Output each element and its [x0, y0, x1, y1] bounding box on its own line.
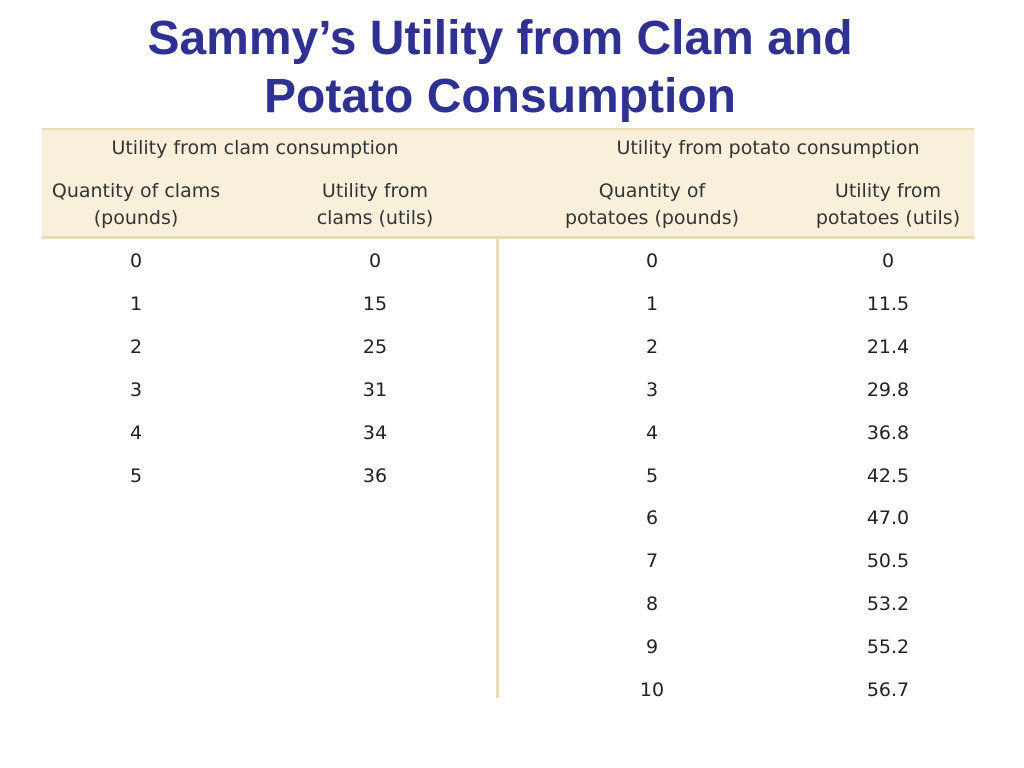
cell: 55.2	[866, 636, 910, 659]
cell: 3	[129, 378, 143, 401]
cell: 5	[129, 464, 143, 487]
cell: 5	[645, 464, 659, 487]
cell: 31	[362, 378, 388, 401]
title-line: Sammy’s Utility from Clam and	[147, 12, 853, 65]
cell: 0	[645, 250, 659, 272]
cell: 56.7	[866, 679, 910, 701]
column-header: (pounds)	[93, 207, 179, 229]
cell: 42.5	[866, 464, 910, 487]
header-band	[42, 128, 974, 238]
cell: 36	[362, 464, 388, 487]
cell: 6	[645, 507, 659, 530]
cell: 0	[881, 250, 895, 272]
cell: 53.2	[866, 593, 910, 616]
cell: 1	[129, 292, 143, 315]
cell: 4	[645, 421, 659, 444]
cell: 11.5	[866, 292, 910, 315]
cell: 0	[368, 250, 382, 272]
cell: 10	[639, 679, 665, 701]
cell: 4	[129, 421, 143, 444]
cell: 1	[645, 292, 659, 315]
cell: 34	[362, 421, 388, 444]
cell: 0	[129, 250, 143, 272]
group-header: Utility from potato consumption	[616, 137, 920, 159]
column-header: Utility from	[321, 180, 429, 202]
column-header: potatoes (pounds)	[564, 207, 740, 229]
cell: 2	[645, 335, 659, 358]
column-header: Quantity of clams	[51, 180, 221, 202]
cell: 15	[362, 292, 388, 315]
column-header: Utility from	[834, 180, 942, 202]
cell: 25	[362, 335, 388, 358]
cell: 29.8	[866, 378, 910, 401]
column-header: potatoes (utils)	[815, 207, 961, 229]
cell: 50.5	[866, 550, 910, 573]
header-rule	[42, 236, 974, 239]
cell: 8	[645, 593, 659, 616]
cell: 21.4	[866, 335, 910, 358]
divider	[496, 238, 499, 698]
group-header: Utility from clam consumption	[111, 137, 399, 159]
cell: 47.0	[866, 507, 910, 530]
cell: 36.8	[866, 421, 910, 444]
cell: 9	[645, 636, 659, 659]
top-rule	[42, 128, 974, 130]
cell: 3	[645, 378, 659, 401]
column-header: clams (utils)	[316, 207, 434, 229]
column-header: Quantity of	[598, 180, 706, 202]
cell: 7	[645, 550, 659, 573]
cell: 2	[129, 335, 143, 358]
title-line: Potato Consumption	[264, 70, 736, 123]
